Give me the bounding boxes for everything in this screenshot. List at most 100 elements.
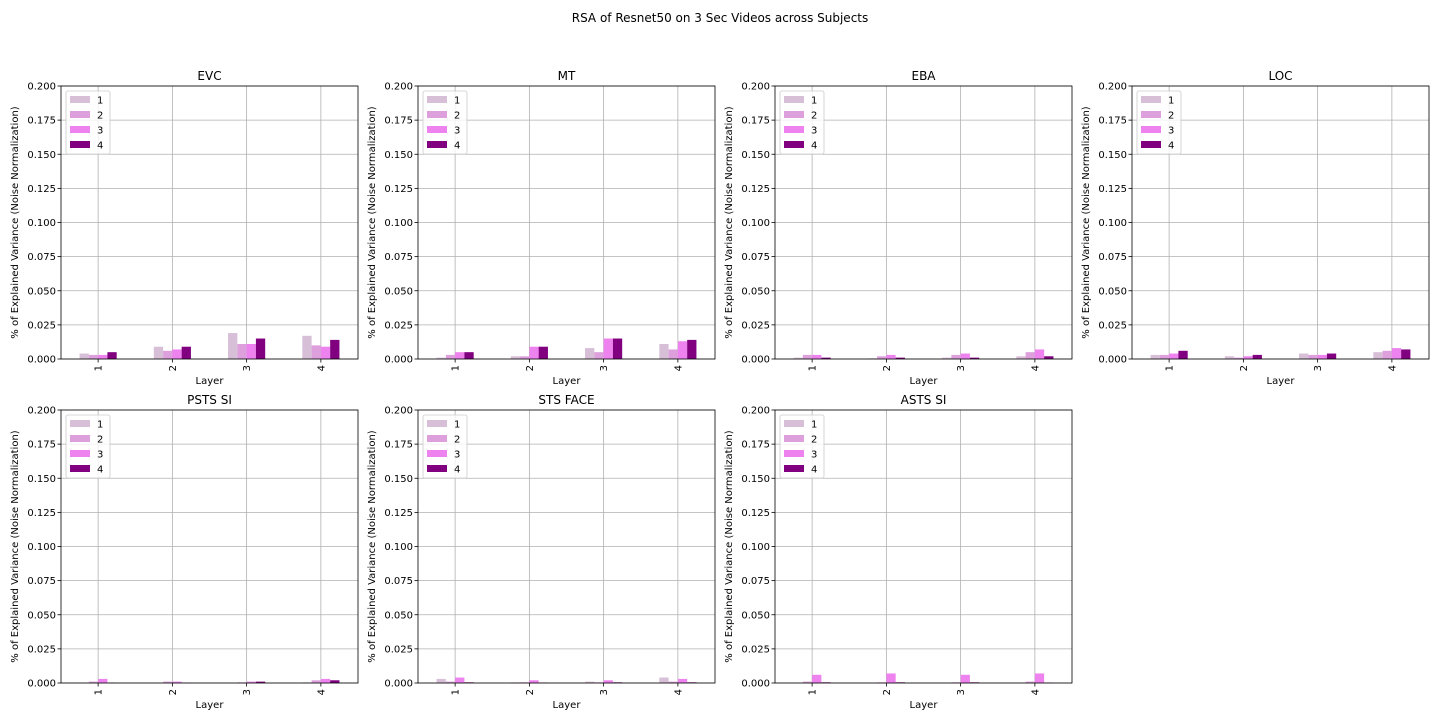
legend-box xyxy=(422,414,468,479)
subplot-mt: 0.000 0.025 0.050 0.075 0.100 0.125 0.150 0.175… xyxy=(367,69,716,387)
y-tick-label: 0.000 xyxy=(741,355,770,366)
bar-series-3-layer-4 xyxy=(1034,673,1045,683)
y-axis-label: % of Explained Variance (Noise Normaliza… xyxy=(724,430,735,662)
y-tick-label: 0.050 xyxy=(741,286,770,297)
y-tick-label: 0.100 xyxy=(27,218,56,229)
y-tick-label: 0.175 xyxy=(27,116,56,127)
y-tick-label: 0.200 xyxy=(741,406,770,417)
bar-series-3-layer-1 xyxy=(98,678,108,683)
bar-series-1-layer-4 xyxy=(1373,352,1383,359)
y-tick-label: 0.175 xyxy=(1098,116,1127,127)
y-tick-label: 0.175 xyxy=(741,116,770,127)
bar-series-2-layer-3 xyxy=(237,343,247,359)
legend-label: 3 xyxy=(811,126,817,137)
x-tick-label: 1 xyxy=(94,365,105,371)
y-tick-label: 0.175 xyxy=(741,440,770,451)
legend: 1 2 3 4 xyxy=(422,414,468,479)
y-tick-label: 0.075 xyxy=(384,576,413,587)
legend: 1 2 3 4 xyxy=(779,90,825,155)
y-tick-label: 0.000 xyxy=(27,679,56,690)
y-tick-label: 0.025 xyxy=(384,320,413,331)
legend-label: 3 xyxy=(1168,126,1174,137)
y-tick-label: 0.075 xyxy=(27,576,56,587)
subplot-title: LOC xyxy=(1268,69,1292,83)
legend-label: 4 xyxy=(97,141,103,152)
y-tick-label: 0.100 xyxy=(384,542,413,553)
y-tick-label: 0.000 xyxy=(384,355,413,366)
x-tick-label: 4 xyxy=(1030,689,1041,695)
bar-series-3-layer-2 xyxy=(886,673,896,683)
legend-box xyxy=(1136,90,1182,155)
legend-label: 1 xyxy=(97,96,103,107)
bar-series-3-layer-2 xyxy=(172,349,182,359)
bar-series-2-layer-1 xyxy=(802,681,813,683)
subplot-title: STS FACE xyxy=(538,393,594,407)
x-axis-label: Layer xyxy=(910,376,939,387)
x-tick-label: 4 xyxy=(673,689,684,695)
bar-series-1-layer-2 xyxy=(1224,356,1235,359)
bar-series-1-layer-3 xyxy=(1299,353,1309,359)
subplot-asts-si: 0.000 0.025 0.050 0.075 0.100 0.125 0.150 0.175… xyxy=(724,393,1073,711)
bar-series-2-layer-4 xyxy=(311,345,321,359)
bar-series-4-layer-1 xyxy=(1178,350,1188,359)
legend-swatch-2 xyxy=(784,111,804,118)
x-axis-label: Layer xyxy=(553,700,582,711)
y-tick-label: 0.075 xyxy=(384,252,413,263)
bar-series-3-layer-3 xyxy=(960,353,970,359)
y-tick-label: 0.200 xyxy=(384,406,413,417)
bar-series-1-layer-3 xyxy=(228,333,238,359)
y-tick-label: 0.025 xyxy=(741,320,770,331)
x-tick-label: 2 xyxy=(1239,365,1250,371)
bar-series-3-layer-2 xyxy=(1243,356,1253,359)
x-tick-label: 2 xyxy=(525,689,536,695)
legend-swatch-3 xyxy=(784,450,804,457)
y-tick-label: 0.150 xyxy=(27,150,56,161)
bar-series-2-layer-3 xyxy=(1308,354,1318,359)
bar-series-2-layer-4 xyxy=(311,680,321,683)
y-tick-label: 0.075 xyxy=(741,576,770,587)
bar-series-2-layer-1 xyxy=(802,354,813,359)
y-tick-label: 0.100 xyxy=(27,542,56,553)
y-tick-label: 0.025 xyxy=(27,320,56,331)
bar-series-2-layer-2 xyxy=(163,350,173,359)
y-axis-label: % of Explained Variance (Noise Normaliza… xyxy=(1081,106,1092,338)
x-tick-label: 1 xyxy=(451,689,462,695)
bar-series-4-layer-2 xyxy=(1252,354,1262,359)
x-tick-label: 3 xyxy=(1313,365,1324,371)
legend-swatch-3 xyxy=(1141,126,1161,133)
legend-label: 2 xyxy=(1168,111,1174,122)
bar-series-2-layer-2 xyxy=(163,681,173,683)
bar-series-1-layer-3 xyxy=(585,681,595,683)
bar-series-3-layer-3 xyxy=(246,681,256,683)
bar-series-4-layer-2 xyxy=(895,357,905,359)
x-axis-label: Layer xyxy=(553,376,582,387)
x-tick-label: 3 xyxy=(956,689,967,695)
y-axis-label: % of Explained Variance (Noise Normaliza… xyxy=(724,106,735,338)
bar-series-3-layer-3 xyxy=(1317,354,1327,359)
legend-swatch-1 xyxy=(427,96,447,103)
bar-series-2-layer-2 xyxy=(520,356,530,359)
y-tick-label: 0.200 xyxy=(27,406,56,417)
y-tick-label: 0.100 xyxy=(1098,218,1127,229)
bar-series-2-layer-1 xyxy=(445,681,456,683)
bar-series-2-layer-4 xyxy=(668,681,678,683)
legend-swatch-4 xyxy=(427,141,447,148)
legend-swatch-4 xyxy=(427,465,447,472)
bar-series-3-layer-3 xyxy=(960,674,970,683)
legend-swatch-3 xyxy=(427,450,447,457)
bar-series-3-layer-1 xyxy=(812,674,822,683)
bar-series-2-layer-2 xyxy=(877,356,887,359)
bar-series-1-layer-1 xyxy=(793,357,803,359)
x-axis-label: Layer xyxy=(1267,376,1296,387)
bar-series-4-layer-1 xyxy=(821,357,831,359)
subplot-eba: 0.000 0.025 0.050 0.075 0.100 0.125 0.150 0.175… xyxy=(724,69,1073,387)
subplot-title: MT xyxy=(558,69,576,83)
x-tick-label: 4 xyxy=(316,689,327,695)
bar-series-4-layer-1 xyxy=(107,352,117,359)
x-tick-label: 2 xyxy=(168,689,179,695)
y-tick-label: 0.075 xyxy=(27,252,56,263)
legend-swatch-3 xyxy=(70,450,90,457)
bar-series-4-layer-2 xyxy=(181,346,191,359)
legend-box xyxy=(65,90,111,155)
y-tick-label: 0.000 xyxy=(741,679,770,690)
